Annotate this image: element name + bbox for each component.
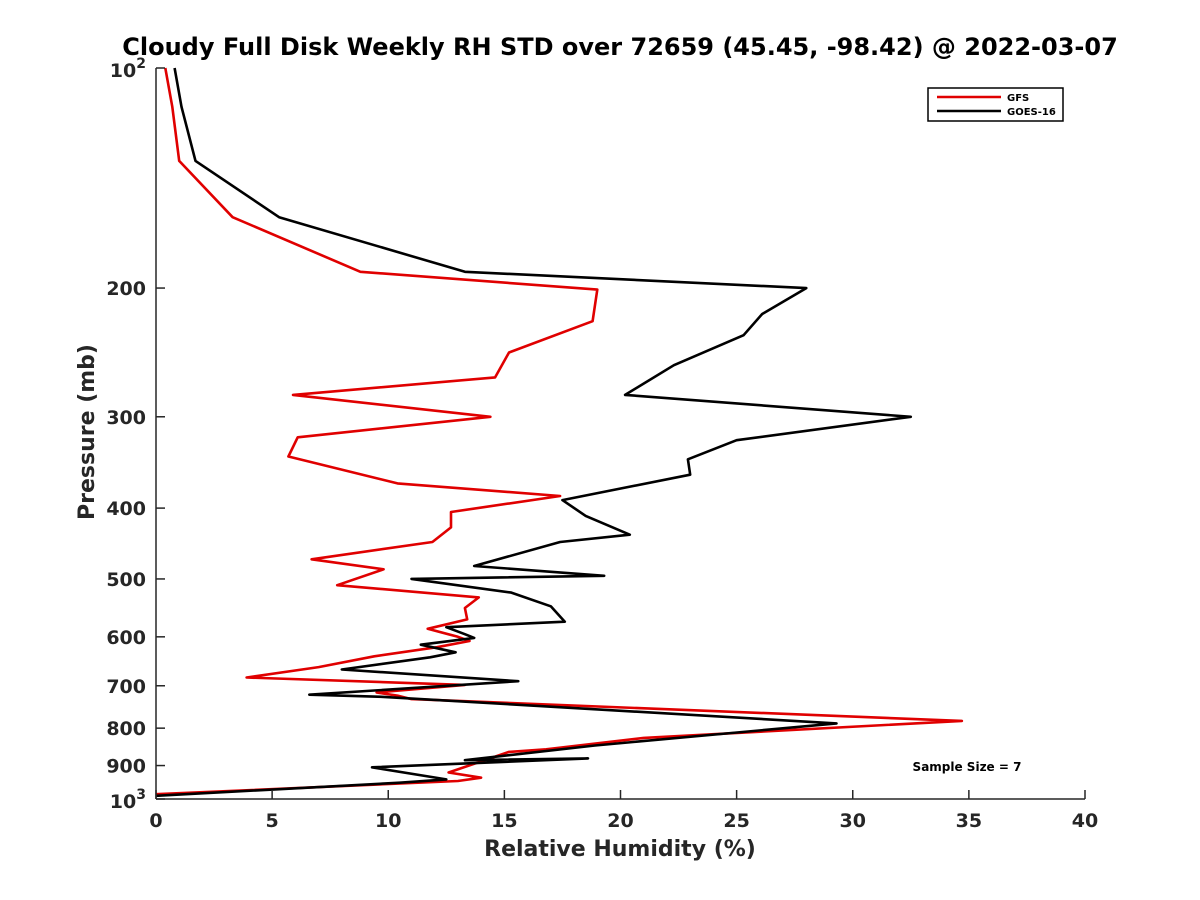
- sample-size-annotation: Sample Size = 7: [913, 760, 1022, 774]
- x-tick-label: 40: [1072, 810, 1098, 832]
- x-tick-label: 10: [375, 810, 401, 832]
- y-tick-label: 103: [110, 787, 146, 813]
- x-tick-label: 15: [491, 810, 517, 832]
- series-line-goes-16: [155, 67, 913, 798]
- x-axis-label: Relative Humidity (%): [484, 837, 756, 862]
- legend-box: [927, 87, 1064, 122]
- x-axis: 0 5 10 15 20 25 30 35 40: [149, 790, 1098, 832]
- y-tick-label: 500: [106, 569, 146, 591]
- series-line-gfs: [155, 67, 964, 796]
- plot-area: 0 5 10 15 20 25 30 35 40 102 200 300 400 500 600 700 80…: [106, 56, 1098, 832]
- legend-label-goes-16: GOES-16: [1007, 107, 1056, 118]
- y-tick-label: 300: [106, 407, 146, 429]
- y-tick-label: 102: [110, 56, 146, 82]
- x-tick-label: 20: [607, 810, 633, 832]
- y-tick-label: 700: [106, 676, 146, 698]
- x-tick-label: 5: [266, 810, 279, 832]
- y-tick-label: 400: [106, 498, 146, 520]
- chart-title: Cloudy Full Disk Weekly RH STD over 7265…: [122, 33, 1118, 61]
- x-tick-label: 30: [840, 810, 866, 832]
- x-tick-label: 35: [956, 810, 982, 832]
- y-axis: 102 200 300 400 500 600 700 800 900 103: [106, 56, 165, 813]
- x-tick-label: 25: [723, 810, 749, 832]
- legend-label-gfs: GFS: [1007, 93, 1029, 104]
- y-tick-label: 900: [106, 756, 146, 778]
- y-axis-label: Pressure (mb): [75, 344, 100, 520]
- y-tick-label: 200: [106, 278, 146, 300]
- series-group: [155, 67, 964, 798]
- legend: GFS GOES-16: [927, 87, 1064, 122]
- y-tick-label: 800: [106, 718, 146, 740]
- y-tick-label: 600: [106, 627, 146, 649]
- axes-box: [156, 68, 1085, 799]
- x-tick-label: 0: [149, 810, 162, 832]
